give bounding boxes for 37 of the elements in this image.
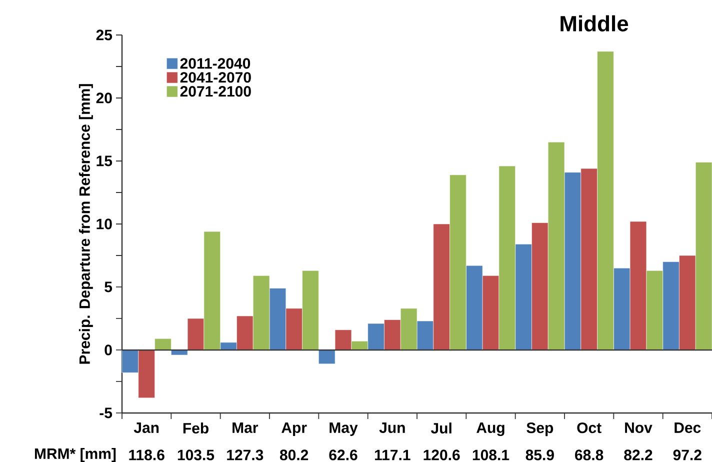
y-tick-label: 15 [96,156,112,166]
x-tick-label: Feb [183,422,208,434]
x-tick-label: Aug [476,422,504,436]
y-axis-title: Precip. Departure from Reference [mm] [78,84,93,364]
x-tick-label: Apr [282,422,307,436]
x-tick-label: Jan [134,422,159,433]
x-tick-label: Jul [430,422,452,434]
text: 120.6 [424,450,460,460]
text: 80.2 [280,450,308,460]
y-tick-label: 5 [104,282,112,292]
text: 97.2 [673,450,702,460]
text: 82.2 [624,450,652,460]
text: 127.3 [227,450,264,460]
y-tick-label: 10 [96,218,112,230]
x-tick-label: Nov [625,422,652,433]
text: 62.6 [329,450,358,460]
text: 117.1 [375,450,410,460]
x-tick-label: May [330,422,358,436]
x-tick-label: Dec [674,422,701,433]
x-tick-label: Oct [577,422,602,434]
y-tick-label: -5 [100,408,112,418]
text: 68.8 [575,450,604,460]
x-tick-label: Mar [232,422,258,433]
y-tick-label: 0 [104,344,112,356]
chart-title: Middle [560,15,628,32]
y-tick-label: 20 [96,92,112,104]
text: 108.1 [472,450,510,460]
x-tick-label: Jun [379,422,405,433]
text: 85.9 [526,450,554,460]
text: 118.6 [129,450,164,460]
x-tick-label: Sep [526,422,554,436]
legend-label: 2071-2100 [180,86,251,97]
y-tick-label: 25 [96,30,112,40]
legend-label: 2041-2070 [180,72,251,83]
text: MRM* [mm] [34,448,116,462]
legend-label: 2011-2040 [180,58,250,69]
text: 103.5 [178,450,214,460]
